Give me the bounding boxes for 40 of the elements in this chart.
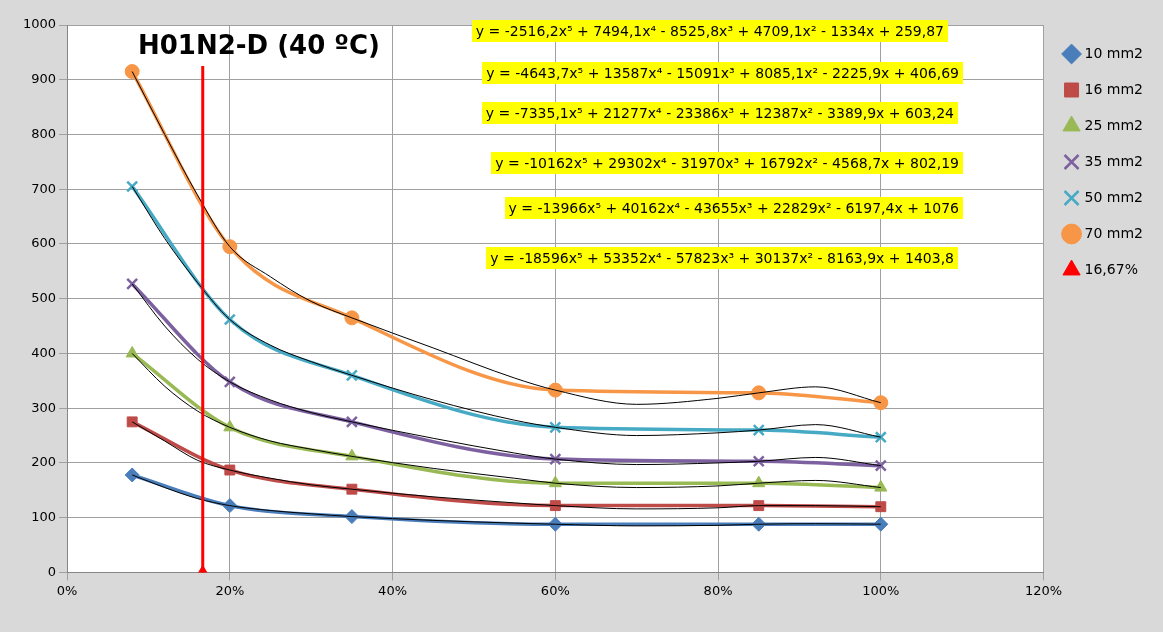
point	[874, 459, 888, 472]
annotation: y = -2516,2x⁵ + 7494,1x⁴ - 8525,8x³ + 4709,1x² - 1334x + 259,87	[471, 20, 948, 42]
y-tick-label: 600	[31, 235, 57, 251]
x-tick-label: 120%	[1024, 582, 1063, 598]
point	[873, 516, 889, 532]
annotation: y = -18596x⁵ + 53352x⁴ - 57823x³ + 30137x² - 8163,9x + 1403,8	[486, 247, 958, 269]
y-tick-label: 500	[31, 290, 57, 306]
y-tick-label: 200	[31, 454, 57, 470]
legend-label: 50 mm2	[1084, 188, 1144, 205]
x-tick-label: 40%	[378, 582, 408, 598]
legend-label: 35 mm2	[1084, 152, 1144, 169]
y-tick-label: 800	[31, 125, 57, 141]
legend-label: 70 mm2	[1084, 224, 1144, 241]
x-tick-label: 0%	[56, 582, 78, 598]
point	[874, 480, 888, 492]
point	[124, 467, 140, 483]
point	[124, 64, 140, 80]
y-tick-label: 100	[31, 509, 57, 525]
legend-label: 25 mm2	[1084, 116, 1144, 133]
y-tick-label: 300	[31, 399, 57, 415]
annotation: y = -7335,1x⁵ + 21277x⁴ - 23386x³ + 12387x² - 3389,9x + 603,24	[481, 102, 958, 124]
point	[873, 395, 889, 411]
y-tick-label: 700	[31, 180, 57, 196]
x-tick-label: 80%	[703, 582, 733, 598]
annotation: y = -10162x⁵ + 29302x⁴ - 31970x³ + 16792x² - 4568,7x + 802,19	[491, 152, 963, 174]
point	[875, 501, 887, 513]
legend-label: 16 mm2	[1084, 80, 1144, 97]
y-tick-label: 900	[31, 71, 57, 87]
y-tick-label: 0	[47, 563, 57, 579]
annotation: y = -4643,7x⁵ + 13587x⁴ - 15091x³ + 8085,1x² - 2225,9x + 406,69	[482, 62, 963, 84]
x-tick-label: 20%	[215, 582, 245, 598]
legend-label: 16,67%	[1084, 260, 1138, 277]
y-tick-label: 1000	[22, 16, 57, 32]
point	[126, 416, 138, 428]
x-tick-label: 60%	[540, 582, 570, 598]
annotation: y = -13966x⁵ + 40162x⁴ - 43655x³ + 22829x² - 6197,4x + 1076	[504, 197, 963, 219]
chart-title: H01N2-D (40 ºC)	[138, 30, 380, 60]
y-tick-label: 400	[31, 344, 57, 360]
x-tick-label: 100%	[862, 582, 900, 598]
legend-label: 10 mm2	[1084, 44, 1144, 61]
